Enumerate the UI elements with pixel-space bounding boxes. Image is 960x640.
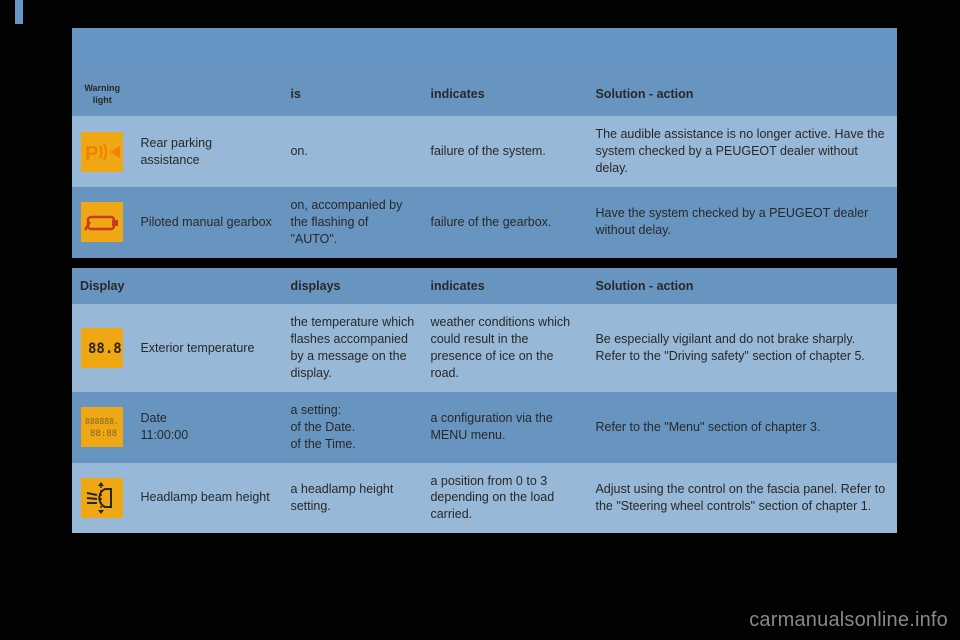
side-tab <box>15 0 23 24</box>
cell-is: a setting: of the Date. of the Time. <box>282 392 422 463</box>
cell-name: Rear parking assistance <box>132 116 282 187</box>
cell-name: Exterior temperature <box>132 304 282 392</box>
watermark: carmanualsonline.info <box>749 609 948 632</box>
svg-text:88.8: 88.8 <box>88 341 122 357</box>
cell-is: on, accompanied by the flashing of "AUTO… <box>282 187 422 258</box>
is-line1: a setting: <box>290 403 341 417</box>
date-label: Date <box>140 411 166 425</box>
table-row: P Rear parking assistance on. failure of… <box>72 116 897 187</box>
svg-text:888888.: 888888. <box>85 417 119 426</box>
cell-is: on. <box>282 116 422 187</box>
separator-row <box>72 258 897 268</box>
cell-is: the temperature which flashes accompanie… <box>282 304 422 392</box>
table-row: 888888. 88:88 Date 11:00:00 a setting: o… <box>72 392 897 463</box>
cell-name: Piloted manual gearbox <box>132 187 282 258</box>
svg-text:88:88: 88:88 <box>90 429 117 439</box>
hdr-indicates: indicates <box>422 72 587 116</box>
cell-solution: Have the system checked by a PEUGEOT dea… <box>587 187 897 258</box>
page-content: Warning light is indicates Solution - ac… <box>72 28 897 533</box>
table2-header-row: Display displays indicates Solution - ac… <box>72 268 897 305</box>
gearbox-icon <box>81 202 123 242</box>
top-banner <box>72 28 897 72</box>
svg-text:P: P <box>85 143 98 165</box>
parking-sensor-icon: P <box>81 132 123 172</box>
hdr-solution2: Solution - action <box>587 268 897 305</box>
cell-solution: Refer to the "Menu" section of chapter 3… <box>587 392 897 463</box>
cell-indicates: a configuration via the MENU menu. <box>422 392 587 463</box>
icon-cell <box>72 187 132 258</box>
time-label: 11:00:00 <box>140 428 188 442</box>
is-line2: of the Date. <box>290 420 355 434</box>
cell-solution: The audible assistance is no longer acti… <box>587 116 897 187</box>
icon-cell <box>72 463 132 534</box>
hdr-warning-light: Warning light <box>72 72 132 116</box>
hdr-indicates2: indicates <box>422 268 587 305</box>
temperature-display-icon: 88.8 <box>81 328 123 368</box>
cell-solution: Adjust using the control on the fascia p… <box>587 463 897 534</box>
icon-cell: P <box>72 116 132 187</box>
cell-is: a headlamp height setting. <box>282 463 422 534</box>
hdr-is: is <box>282 72 422 116</box>
date-time-display-icon: 888888. 88:88 <box>81 407 123 447</box>
cell-indicates: weather conditions which could result in… <box>422 304 587 392</box>
cell-indicates: a position from 0 to 3 depending on the … <box>422 463 587 534</box>
hdr-name <box>132 72 282 116</box>
is-line3: of the Time. <box>290 437 355 451</box>
warning-table: Warning light is indicates Solution - ac… <box>72 72 897 533</box>
hdr-displays: displays <box>282 268 422 305</box>
cell-name: Headlamp beam height <box>132 463 282 534</box>
cell-indicates: failure of the system. <box>422 116 587 187</box>
hdr-display: Display <box>72 268 132 305</box>
icon-cell: 88.8 <box>72 304 132 392</box>
table1-header-row: Warning light is indicates Solution - ac… <box>72 72 897 116</box>
cell-solution: Be especially vigilant and do not brake … <box>587 304 897 392</box>
cell-indicates: failure of the gearbox. <box>422 187 587 258</box>
cell-name: Date 11:00:00 <box>132 392 282 463</box>
hdr-name2 <box>132 268 282 305</box>
table-row: Headlamp beam height a headlamp height s… <box>72 463 897 534</box>
table-row: Piloted manual gearbox on, accompanied b… <box>72 187 897 258</box>
headlamp-beam-icon <box>81 478 123 518</box>
icon-cell: 888888. 88:88 <box>72 392 132 463</box>
table-row: 88.8 Exterior temperature the temperatur… <box>72 304 897 392</box>
hdr-solution: Solution - action <box>587 72 897 116</box>
